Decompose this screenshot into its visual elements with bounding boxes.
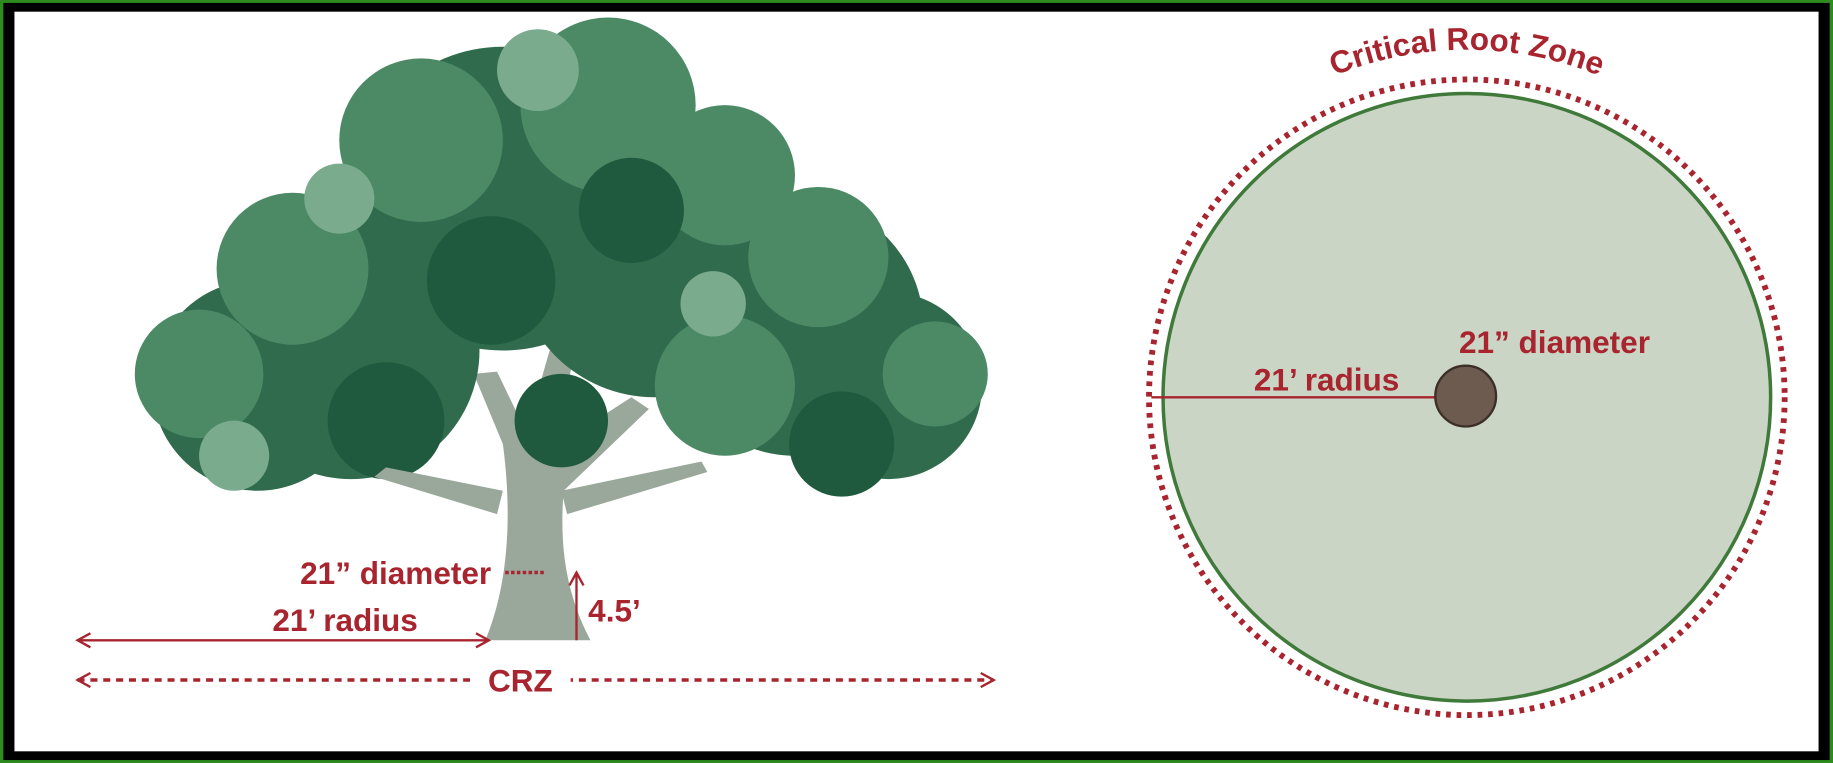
radius-label: 21’ radius: [272, 602, 417, 638]
trunk-diameter-label: 21” diameter: [300, 555, 491, 591]
height-label: 4.5’: [588, 593, 641, 629]
plan-diameter-label: 21” diameter: [1459, 324, 1650, 360]
diagram: 21” diameter 21’ radius 4.5’ CRZ Critica…: [0, 0, 1833, 763]
crz-label: CRZ: [488, 663, 553, 699]
plan-radius-label: 21’ radius: [1254, 361, 1399, 397]
page: {"tree_view": {"trunk_diameter_label": "…: [0, 0, 1833, 763]
trunk-section: [1435, 366, 1496, 427]
